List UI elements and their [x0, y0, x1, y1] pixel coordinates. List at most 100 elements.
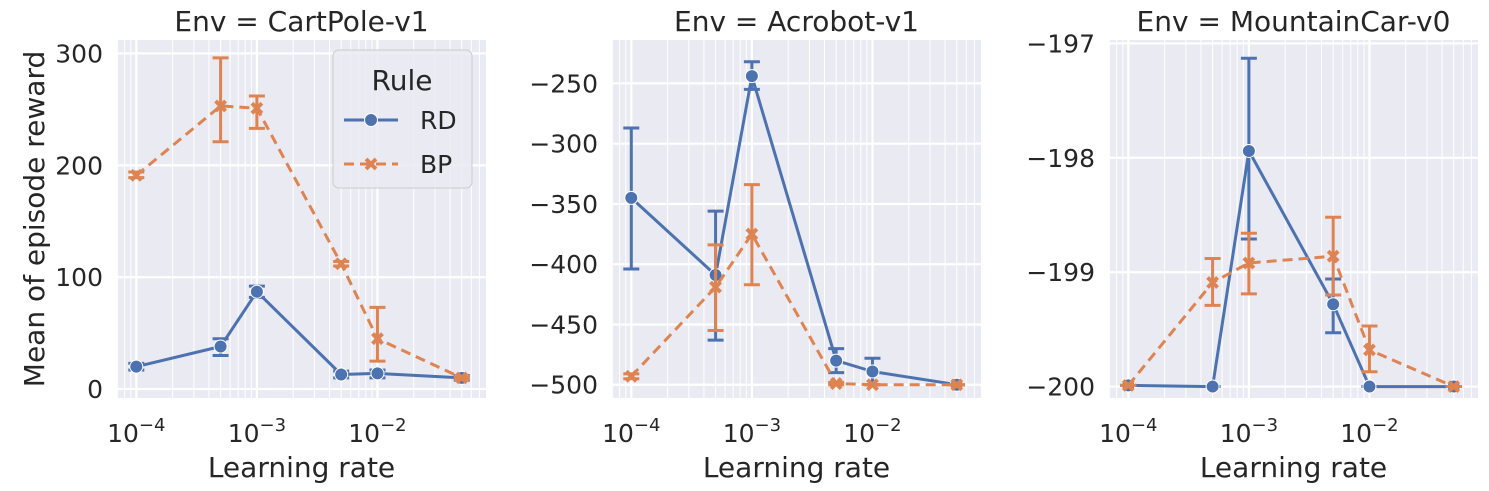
x-tick-exponent: −3 — [260, 415, 287, 436]
x-tick-exponent: −2 — [875, 415, 902, 436]
data-point-stroke — [745, 227, 759, 241]
y-tick-label: −350 — [529, 190, 598, 219]
plot-background — [1109, 40, 1478, 398]
data-point — [1326, 297, 1341, 312]
data-point — [1242, 256, 1256, 270]
data-point — [1241, 143, 1256, 158]
data-point — [213, 339, 228, 354]
data-point — [370, 366, 385, 381]
x-tick-base: 10 — [602, 419, 634, 448]
data-point — [1326, 249, 1340, 263]
series-line — [1127, 254, 1455, 388]
panel-3: Env = MountainCar-v0−200−199−198−19710−4… — [1026, 5, 1478, 484]
data-point-stroke — [1326, 249, 1340, 263]
x-axis-label: Learning rate — [1200, 451, 1387, 484]
x-tick-label: 10−4 — [107, 415, 165, 448]
y-axis-label: Mean of episode reward — [18, 51, 51, 387]
series-line — [135, 104, 463, 380]
series-bp — [623, 183, 965, 392]
x-tick-base: 10 — [1220, 419, 1252, 448]
x-tick-label: 10−3 — [1220, 415, 1278, 448]
y-tick-label: −250 — [529, 69, 598, 98]
data-point — [866, 378, 879, 392]
data-point — [249, 284, 264, 299]
panel-title: Env = MountainCar-v0 — [1137, 5, 1451, 38]
y-tick-label: −400 — [529, 250, 598, 279]
y-tick-label: −197 — [1026, 29, 1095, 58]
data-point-stroke — [866, 378, 879, 392]
series-line — [1128, 149, 1454, 389]
x-tick-exponent: −3 — [755, 415, 782, 436]
data-point-stroke — [829, 377, 843, 390]
data-point — [624, 190, 639, 205]
data-point — [250, 101, 264, 115]
x-tick-base: 10 — [843, 419, 875, 448]
legend: Rule RD BP — [332, 49, 473, 189]
data-point — [829, 353, 844, 368]
data-point-stroke — [455, 371, 469, 385]
series-line — [630, 74, 958, 387]
x-tick-base: 10 — [107, 419, 139, 448]
error-bar — [248, 94, 265, 130]
grid-lines — [1109, 40, 1478, 398]
panel-title: Env = CartPole-v1 — [174, 5, 428, 38]
data-point-stroke — [371, 332, 384, 346]
data-point-stroke — [250, 101, 264, 115]
data-point-stroke — [1206, 276, 1219, 289]
x-tick-label: 10−3 — [723, 415, 781, 448]
data-point-stroke — [214, 99, 227, 113]
series-bp — [128, 56, 470, 385]
data-point — [1121, 379, 1135, 392]
error-bar — [369, 305, 386, 363]
series-bp — [1120, 215, 1462, 393]
data-point-stroke — [129, 168, 143, 182]
x-tick-label: 10−4 — [602, 415, 660, 448]
data-point-stroke — [624, 369, 638, 383]
error-bar — [212, 56, 229, 144]
data-point — [1206, 276, 1219, 289]
x-tick-label: 10−2 — [1340, 415, 1398, 448]
x-tick-base: 10 — [228, 419, 260, 448]
legend-label: BP — [420, 150, 452, 179]
data-point — [1363, 343, 1376, 357]
y-tick-label: −500 — [529, 371, 598, 400]
y-tick-label: 300 — [55, 39, 103, 68]
x-tick-label: 10−2 — [348, 415, 406, 448]
data-point — [371, 332, 384, 346]
x-tick-base: 10 — [1099, 419, 1131, 448]
data-point — [745, 227, 759, 241]
data-point — [1205, 379, 1220, 394]
y-tick-label: −450 — [529, 310, 598, 339]
data-point — [709, 280, 722, 294]
data-point-stroke — [1121, 379, 1135, 392]
data-point — [829, 377, 843, 390]
data-point — [455, 371, 469, 385]
data-point-stroke — [1363, 343, 1376, 357]
legend-label: RD — [420, 106, 457, 135]
x-tick-exponent: −2 — [380, 415, 407, 436]
data-point — [744, 69, 759, 84]
y-tick-label: −199 — [1026, 258, 1095, 287]
data-point-stroke — [950, 378, 964, 392]
x-axis-label: Learning rate — [208, 451, 395, 484]
data-point-stroke — [1242, 256, 1256, 270]
x-tick-label: 10−4 — [1099, 415, 1157, 448]
data-point — [129, 168, 143, 182]
plot-background — [612, 40, 981, 398]
y-tick-label: −198 — [1026, 144, 1095, 173]
legend-title: Rule — [372, 64, 433, 97]
x-tick-exponent: −4 — [1131, 415, 1158, 436]
x-axis-label: Learning rate — [703, 451, 890, 484]
x-tick-exponent: −2 — [1372, 415, 1399, 436]
y-tick-label: −300 — [529, 130, 598, 159]
data-point — [950, 378, 964, 392]
y-tick-label: 200 — [55, 151, 103, 180]
data-point — [214, 99, 227, 113]
data-point — [334, 367, 349, 382]
data-point — [865, 364, 880, 379]
legend-marker — [364, 113, 378, 127]
data-point-stroke — [1447, 380, 1461, 393]
x-tick-base: 10 — [723, 419, 755, 448]
legend-marker — [364, 157, 378, 171]
data-point — [1362, 379, 1377, 394]
